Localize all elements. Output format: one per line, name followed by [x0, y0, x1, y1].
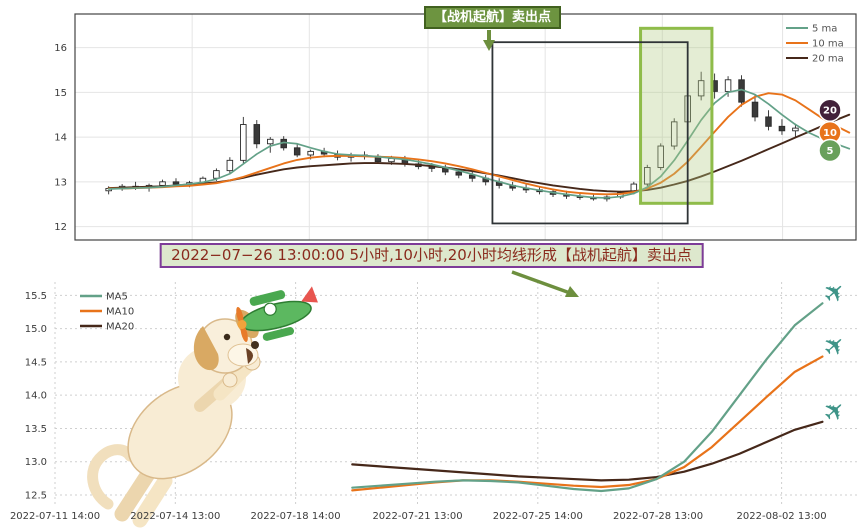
- legend-label: 5 ma: [812, 24, 837, 35]
- takeoff-plane-icon: ✈: [817, 328, 853, 365]
- bottom-chart: 15.5 15.0 14.5 14.0 13.5 13.0 12.5: [10, 270, 857, 528]
- toy-plane-cockpit: [263, 302, 277, 316]
- sell-point-callout: 【战机起航】卖出点: [424, 6, 562, 29]
- legend-label: MA20: [106, 322, 134, 333]
- toy-plane-bottom-wing: [262, 327, 295, 341]
- candle-body: [159, 181, 166, 186]
- legend-label: 10 ma: [812, 39, 844, 50]
- x-tick-label: 2022-07-28 13:00: [613, 511, 703, 522]
- y-tick-label: 14: [54, 133, 67, 144]
- dog-ear: [193, 326, 219, 371]
- candle-body: [226, 159, 234, 172]
- candle-body: [240, 124, 247, 161]
- candle-body: [778, 125, 786, 132]
- ma5-line: [351, 302, 824, 493]
- takeoff-plane-icon: ✈: [817, 393, 853, 430]
- candle-body: [765, 116, 772, 127]
- toy-plane-propeller-hub: [237, 319, 247, 329]
- ma-end-badge: [818, 138, 842, 163]
- dog-hind-leg: [132, 473, 173, 528]
- dog-illustration: [87, 309, 261, 528]
- green-highlight-box: [639, 26, 714, 205]
- y-tick-label: 13: [54, 177, 67, 188]
- y-tick-label: 14.5: [25, 357, 47, 368]
- banner-arrow: [511, 270, 571, 295]
- x-tick-label: 2022-07-18 14:00: [251, 511, 341, 522]
- candle-body: [442, 167, 449, 173]
- toy-plane-fuselage: [240, 300, 312, 332]
- x-tick-label: 2022-07-11 14:00: [10, 511, 100, 522]
- dog-eye: [223, 333, 231, 341]
- candle-body: [253, 124, 261, 145]
- candle-body: [644, 167, 651, 185]
- legend-label: MA5: [106, 292, 128, 303]
- y-tick-label: 15.0: [25, 324, 47, 335]
- ma20-line: [107, 113, 851, 193]
- toy-plane-illustration: [236, 286, 318, 342]
- candle-body: [697, 80, 705, 97]
- ma10-line: [107, 92, 851, 196]
- y-tick-label: 16: [54, 43, 67, 54]
- candle-body: [751, 101, 759, 118]
- callout-arrow-head: [483, 40, 495, 51]
- y-tick-label: 15.5: [25, 291, 47, 302]
- ma-end-badge-label: 10: [823, 128, 837, 139]
- y-tick-label: 13.0: [25, 457, 47, 468]
- candle-body: [792, 127, 799, 132]
- candle-body: [172, 181, 180, 185]
- dog-mouth: [246, 348, 254, 364]
- x-tick-label: 2022-08-02 13:00: [737, 511, 827, 522]
- toy-plane-top-wing: [249, 290, 286, 306]
- toy-plane-tail-fin: [301, 286, 318, 303]
- candle-body: [455, 171, 463, 176]
- candle-body: [293, 147, 301, 156]
- dog-nose: [251, 341, 259, 349]
- y-tick-label: 15: [54, 88, 67, 99]
- x-tick-label: 2022-07-25 14:00: [493, 511, 583, 522]
- black-annotation-box: [491, 41, 689, 225]
- signal-description-banner: 2022−07−26 13:00:00 5小时,10小时,20小时均线形成【战机…: [159, 243, 704, 268]
- legend-label: MA10: [106, 307, 134, 318]
- candle-body: [657, 145, 665, 168]
- banner-arrow-head: [565, 286, 579, 297]
- x-tick-label: 2022-07-21 13:00: [372, 511, 462, 522]
- candle-body: [213, 170, 220, 179]
- top-chart: 16 15 14 13 12 5 ma 10 ma 20 ma 20 10 5: [54, 13, 857, 241]
- candle-body: [468, 174, 476, 179]
- y-tick-label: 14.0: [25, 391, 47, 402]
- candle-body: [670, 121, 678, 147]
- ma-end-badge-label: 5: [827, 146, 834, 157]
- ma5-line: [107, 88, 851, 199]
- y-tick-label: 13.5: [25, 424, 47, 435]
- legend-label: 20 ma: [812, 54, 844, 65]
- x-tick-label: 2022-07-14 13:00: [130, 511, 220, 522]
- candle-body: [307, 150, 314, 156]
- dog-tail: [87, 444, 136, 510]
- candle-body: [267, 138, 274, 145]
- y-tick-label: 12.5: [25, 491, 47, 502]
- candle-body: [724, 79, 732, 92]
- dog-paw: [222, 372, 238, 388]
- y-tick-label: 12: [54, 222, 67, 233]
- takeoff-plane-icon: ✈: [817, 275, 853, 312]
- ma20-line: [351, 420, 824, 482]
- ma-end-badge-label: 20: [823, 106, 837, 117]
